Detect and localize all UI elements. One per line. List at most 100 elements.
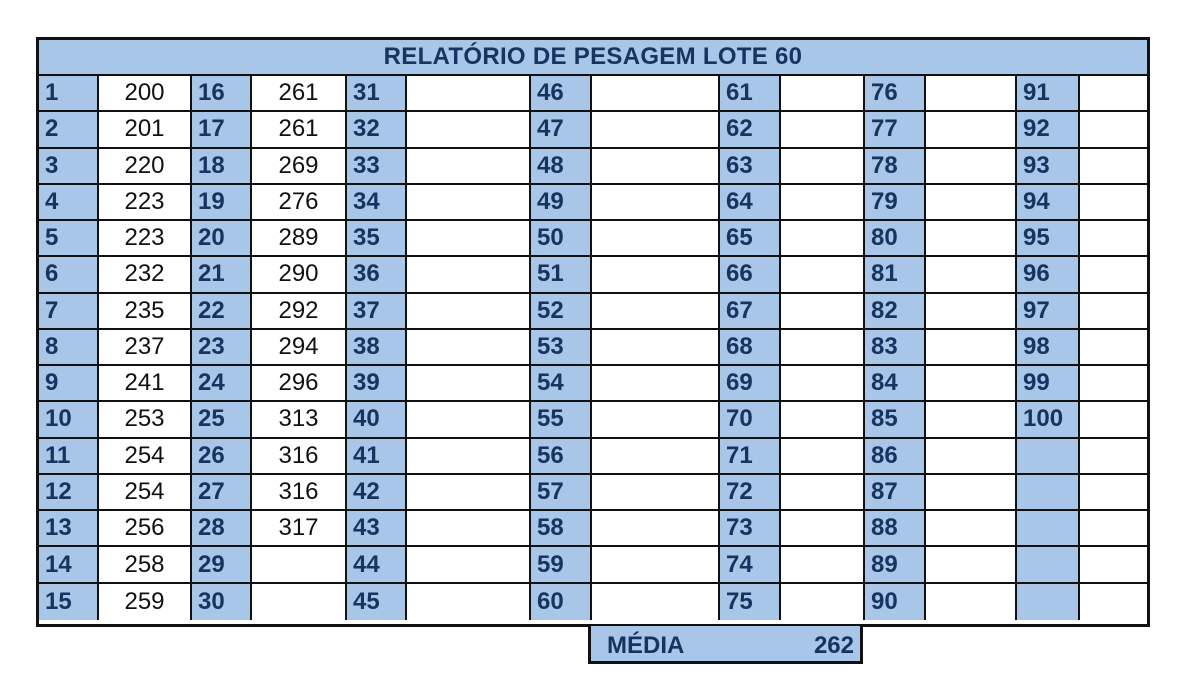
lot-number-cell: 93 xyxy=(1017,148,1080,183)
weight-value-cell xyxy=(407,329,531,365)
lot-number-cell: 24 xyxy=(192,366,252,401)
weight-value-cell: 254 xyxy=(99,474,192,510)
weight-value-cell xyxy=(407,76,531,111)
weight-value-cell xyxy=(926,329,1017,365)
lot-number-cell: 1 xyxy=(39,76,99,111)
lot-number-cell: 67 xyxy=(720,293,781,328)
weight-value-cell xyxy=(592,112,720,147)
lot-number-cell: 48 xyxy=(531,148,592,183)
weight-value-cell xyxy=(926,583,1017,620)
weight-value-cell: 201 xyxy=(99,112,192,147)
weight-value-cell xyxy=(1080,112,1147,146)
weight-value-cell: 241 xyxy=(99,366,192,401)
weight-value-cell xyxy=(1080,475,1147,509)
lot-number-cell: 68 xyxy=(720,329,781,365)
weight-value-cell xyxy=(926,257,1017,292)
weighing-report-sheet: RELATÓRIO DE PESAGEM LOTE 60 1 200 16 261 31… xyxy=(36,37,1150,627)
weight-value-cell: 269 xyxy=(252,148,347,183)
weight-value-cell xyxy=(1080,76,1147,110)
lot-number-cell: 65 xyxy=(720,221,781,256)
lot-number-cell: 60 xyxy=(531,583,592,620)
weight-value-cell xyxy=(592,76,720,111)
lot-number-cell: 35 xyxy=(347,221,407,256)
weight-value-cell xyxy=(781,438,865,473)
weight-value-cell xyxy=(407,547,531,582)
lot-number-cell: 21 xyxy=(192,257,252,292)
table-row: 5 223 20 289 35 50 65 80 95 xyxy=(39,221,1147,258)
weight-value-cell xyxy=(407,184,531,220)
weight-value-cell xyxy=(592,366,720,401)
lot-number-cell: 11 xyxy=(39,438,99,473)
weight-value-cell xyxy=(592,329,720,365)
table-row: 2 201 17 261 32 47 62 77 92 xyxy=(39,112,1147,149)
lot-number-cell: 7 xyxy=(39,293,99,328)
weight-value-cell: 200 xyxy=(99,76,192,111)
weight-value-cell: 223 xyxy=(99,221,192,256)
weight-value-cell xyxy=(407,474,531,510)
lot-number-cell: 71 xyxy=(720,438,781,473)
lot-number-cell: 45 xyxy=(347,583,407,620)
average-box: MÉDIA 262 xyxy=(588,626,863,664)
lot-number-cell: 82 xyxy=(865,293,926,328)
weight-value-cell xyxy=(781,402,865,437)
weight-value-cell xyxy=(926,402,1017,437)
lot-number-cell: 36 xyxy=(347,257,407,292)
lot-number-cell: 76 xyxy=(865,76,926,111)
table-row: 6 232 21 290 36 51 66 81 96 xyxy=(39,257,1147,294)
table-row: 15 259 30 45 60 75 90 xyxy=(39,583,1147,620)
lot-number-cell: 30 xyxy=(192,583,252,620)
lot-number-cell: 14 xyxy=(39,547,99,582)
weight-value-cell xyxy=(781,148,865,183)
weight-value-cell xyxy=(407,148,531,183)
weight-value-cell xyxy=(1080,257,1147,291)
lot-number-cell xyxy=(1017,474,1080,510)
weight-value-cell: 256 xyxy=(99,511,192,546)
lot-number-cell: 77 xyxy=(865,112,926,147)
lot-number-cell: 5 xyxy=(39,221,99,256)
weight-value-cell xyxy=(407,438,531,473)
lot-number-cell: 3 xyxy=(39,148,99,183)
weight-value-cell xyxy=(781,329,865,365)
lot-number-cell: 95 xyxy=(1017,221,1080,256)
table-row: 7 235 22 292 37 52 67 82 97 xyxy=(39,293,1147,330)
weight-value-cell xyxy=(1080,547,1147,581)
lot-number-cell: 100 xyxy=(1017,402,1080,437)
weight-value-cell xyxy=(926,76,1017,111)
lot-number-cell: 81 xyxy=(865,257,926,292)
weight-value-cell xyxy=(407,366,531,401)
lot-number-cell: 88 xyxy=(865,511,926,546)
weight-value-cell xyxy=(926,366,1017,401)
lot-number-cell: 47 xyxy=(531,112,592,147)
lot-number-cell: 6 xyxy=(39,257,99,292)
report-title: RELATÓRIO DE PESAGEM LOTE 60 xyxy=(39,40,1147,76)
lot-number-cell: 32 xyxy=(347,112,407,147)
lot-number-cell: 37 xyxy=(347,293,407,328)
weight-value-cell xyxy=(1080,149,1147,183)
lot-number-cell: 22 xyxy=(192,293,252,328)
weight-value-cell: 313 xyxy=(252,402,347,437)
weight-value-cell xyxy=(407,293,531,328)
lot-number-cell: 85 xyxy=(865,402,926,437)
weight-value-cell xyxy=(781,184,865,220)
weight-value-cell: 254 xyxy=(99,438,192,473)
lot-number-cell xyxy=(1017,547,1080,582)
lot-number-cell: 27 xyxy=(192,474,252,510)
lot-number-cell: 83 xyxy=(865,329,926,365)
table-row: 3 220 18 269 33 48 63 78 93 xyxy=(39,148,1147,185)
lot-number-cell: 90 xyxy=(865,583,926,620)
weight-value-cell xyxy=(1080,402,1147,436)
lot-number-cell: 92 xyxy=(1017,112,1080,147)
weight-value-cell xyxy=(926,474,1017,510)
weight-value-cell: 235 xyxy=(99,293,192,328)
lot-number-cell: 91 xyxy=(1017,76,1080,111)
lot-number-cell: 34 xyxy=(347,184,407,220)
weight-value-cell xyxy=(781,76,865,111)
lot-number-cell: 18 xyxy=(192,148,252,183)
weight-value-cell xyxy=(781,366,865,401)
weight-value-cell: 232 xyxy=(99,257,192,292)
lot-number-cell: 50 xyxy=(531,221,592,256)
lot-number-cell: 70 xyxy=(720,402,781,437)
weight-value-cell xyxy=(407,221,531,256)
weight-value-cell xyxy=(926,221,1017,256)
lot-number-cell: 63 xyxy=(720,148,781,183)
